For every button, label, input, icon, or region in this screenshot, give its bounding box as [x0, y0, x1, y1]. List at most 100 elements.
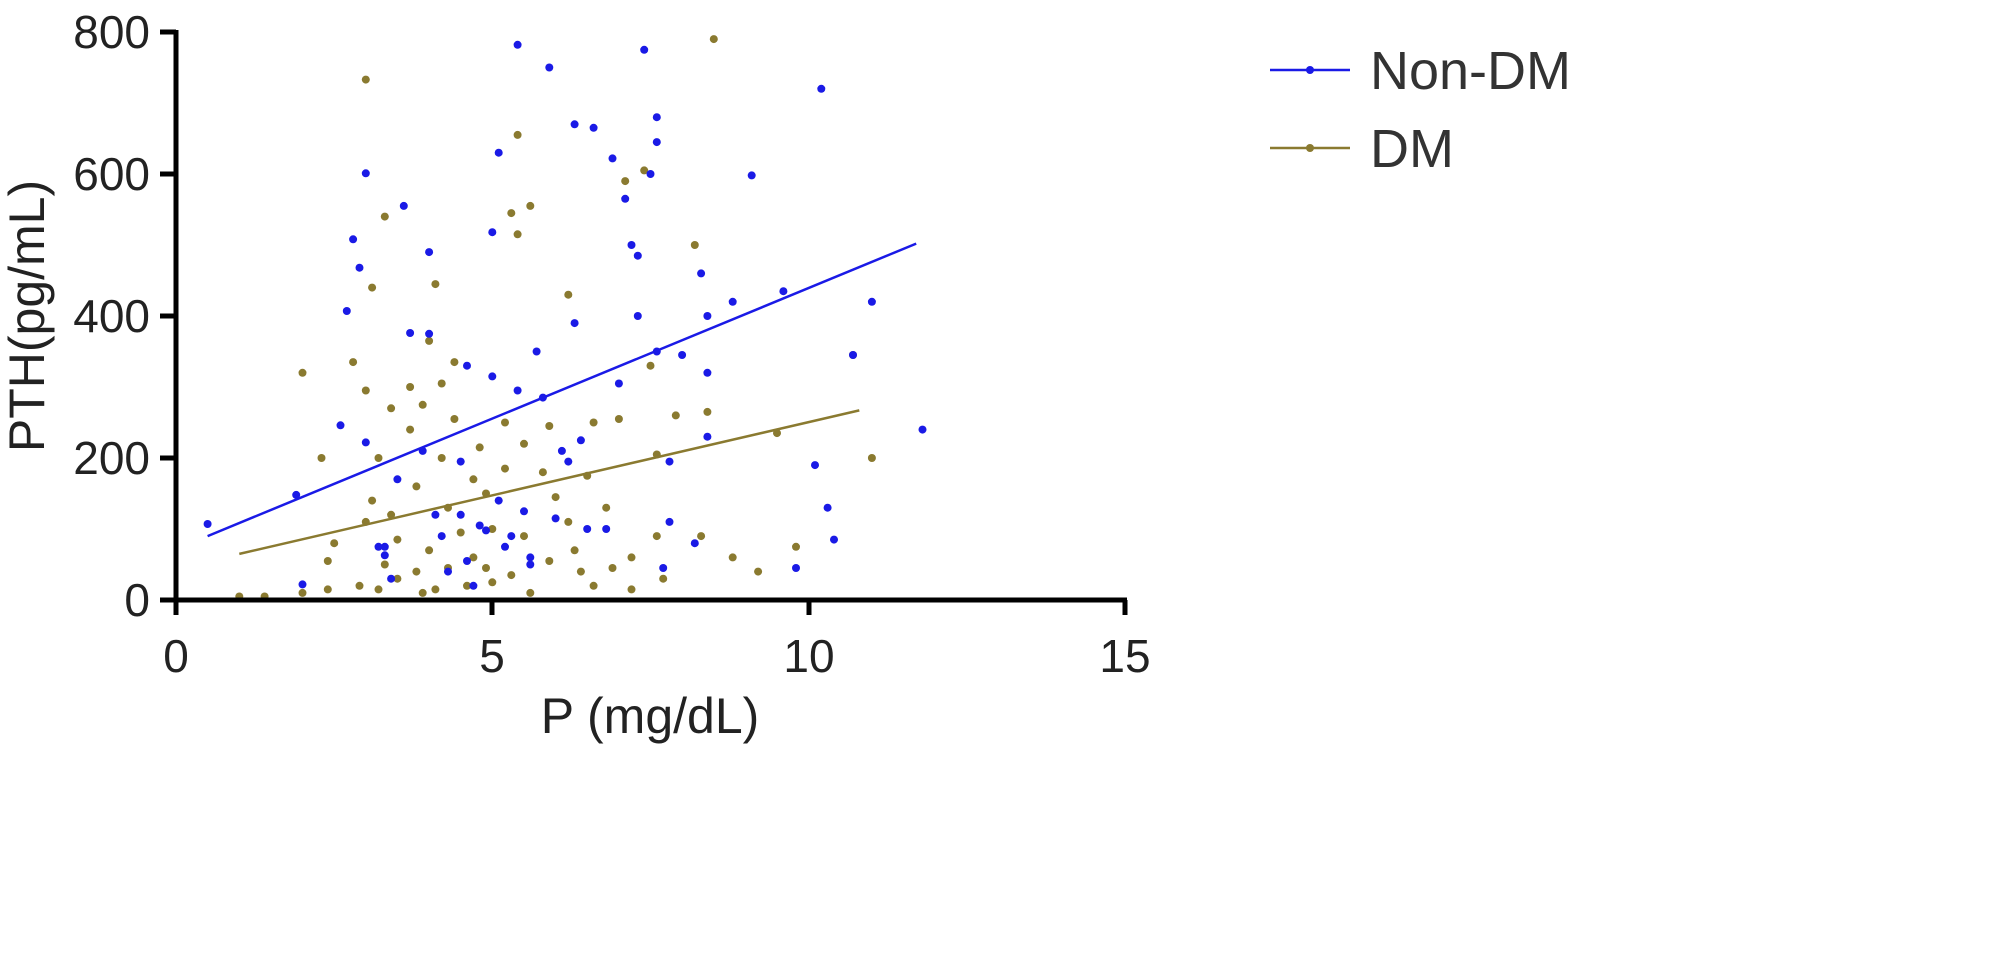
- trend-line-dm: [239, 409, 860, 556]
- data-point-dm: [690, 241, 699, 249]
- data-point-non-dm: [380, 551, 389, 560]
- data-point-non-dm: [665, 517, 674, 526]
- data-point-dm: [867, 454, 876, 462]
- y-tick-label: 0: [124, 574, 150, 626]
- data-point-dm: [361, 75, 370, 84]
- data-point-non-dm: [444, 567, 452, 576]
- trend-lines: [207, 242, 917, 556]
- data-point-non-dm: [425, 329, 434, 338]
- data-point-dm: [652, 532, 661, 541]
- data-point-non-dm: [557, 446, 566, 455]
- data-point-dm: [545, 557, 554, 565]
- data-point-dm: [614, 415, 623, 423]
- data-point-dm: [418, 400, 427, 409]
- data-point-non-dm: [494, 148, 503, 157]
- data-point-dm: [520, 532, 528, 541]
- data-point-dm: [368, 496, 377, 505]
- data-point-non-dm: [576, 436, 585, 445]
- data-point-dm: [463, 581, 471, 590]
- data-point-dm: [507, 571, 516, 580]
- x-axis-title: P (mg/dL): [541, 688, 760, 744]
- data-point-dm: [355, 581, 364, 590]
- data-point-non-dm: [918, 425, 927, 434]
- data-point-dm: [570, 546, 579, 555]
- data-points: [203, 35, 927, 601]
- data-point-non-dm: [520, 507, 528, 516]
- data-point-non-dm: [633, 251, 642, 260]
- data-point-non-dm: [602, 525, 611, 533]
- data-point-non-dm: [614, 379, 623, 388]
- data-point-dm: [551, 493, 560, 502]
- data-point-non-dm: [867, 297, 876, 306]
- data-point-dm: [513, 130, 522, 139]
- data-point-dm: [380, 560, 389, 569]
- data-point-non-dm: [361, 169, 370, 178]
- data-point-dm: [374, 585, 383, 594]
- data-point-dm: [406, 425, 415, 434]
- data-point-non-dm: [393, 475, 402, 484]
- data-point-dm: [627, 585, 636, 594]
- data-point-non-dm: [570, 120, 579, 129]
- data-point-dm: [520, 439, 528, 448]
- data-point-non-dm: [690, 539, 699, 548]
- data-point-dm: [646, 361, 655, 370]
- data-point-non-dm: [494, 496, 503, 505]
- data-point-non-dm: [817, 84, 826, 93]
- data-point-dm: [728, 553, 737, 562]
- data-point-dm: [709, 35, 718, 44]
- data-point-non-dm: [463, 557, 471, 565]
- data-point-dm: [317, 454, 326, 462]
- data-point-dm: [406, 383, 415, 391]
- data-point-dm: [349, 358, 358, 367]
- legend-marker-dm: [1306, 144, 1314, 152]
- data-point-dm: [589, 418, 598, 427]
- data-point-dm: [425, 336, 434, 345]
- data-point-non-dm: [564, 457, 573, 466]
- trend-line-non-dm: [207, 242, 917, 538]
- y-axis-ticks: 0 200 400 600 800: [73, 6, 176, 626]
- data-point-dm: [450, 415, 459, 423]
- data-point-non-dm: [336, 421, 345, 430]
- data-point-non-dm: [425, 248, 434, 257]
- y-tick-label: 800: [73, 6, 150, 58]
- data-point-non-dm: [342, 307, 351, 315]
- data-point-non-dm: [703, 368, 712, 377]
- data-point-dm: [387, 404, 396, 413]
- data-point-dm: [330, 539, 339, 548]
- data-point-dm: [368, 283, 377, 292]
- data-point-non-dm: [355, 263, 364, 272]
- data-point-non-dm: [456, 457, 465, 466]
- data-point-dm: [437, 379, 446, 388]
- data-point-non-dm: [488, 372, 497, 381]
- data-point-dm: [507, 209, 516, 218]
- data-point-non-dm: [298, 580, 307, 589]
- data-point-non-dm: [456, 510, 465, 519]
- data-point-dm: [393, 535, 402, 544]
- data-point-dm: [412, 567, 421, 576]
- legend: Non-DM DM: [1270, 41, 1571, 179]
- data-point-dm: [564, 290, 573, 299]
- data-point-non-dm: [570, 319, 579, 328]
- data-point-dm: [538, 468, 547, 477]
- data-point-dm: [671, 411, 680, 420]
- data-point-non-dm: [526, 553, 535, 562]
- x-tick-label: 10: [783, 630, 834, 682]
- data-point-non-dm: [652, 113, 661, 122]
- data-point-dm: [431, 585, 440, 594]
- data-point-non-dm: [646, 170, 655, 178]
- data-point-non-dm: [475, 521, 484, 530]
- data-point-non-dm: [633, 312, 642, 320]
- data-point-non-dm: [203, 520, 212, 528]
- data-point-dm: [437, 454, 446, 462]
- data-point-dm: [488, 525, 497, 533]
- data-point-dm: [526, 588, 535, 597]
- data-point-non-dm: [659, 564, 668, 572]
- data-point-non-dm: [380, 542, 389, 551]
- data-point-dm: [298, 588, 307, 597]
- data-point-dm: [361, 386, 370, 395]
- data-point-dm: [703, 407, 712, 416]
- data-point-non-dm: [431, 510, 440, 519]
- data-point-non-dm: [488, 228, 497, 237]
- data-point-dm: [589, 581, 598, 590]
